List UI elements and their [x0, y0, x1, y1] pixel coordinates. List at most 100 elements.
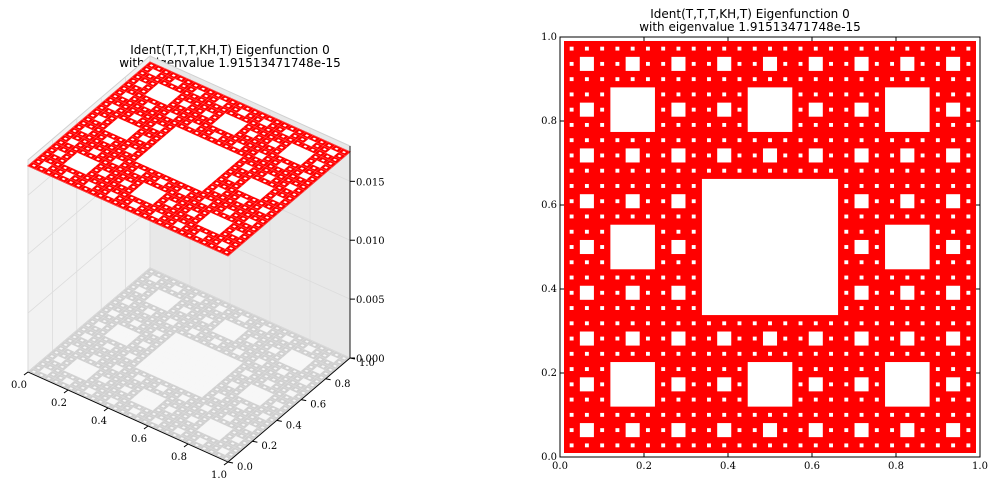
surface-carpet-hole [149, 170, 154, 173]
carpet-hole [859, 443, 864, 448]
surface-carpet-hole [120, 98, 125, 101]
shadow-carpet-mesh [149, 267, 351, 359]
carpet-hole [645, 275, 650, 280]
carpet-hole [854, 331, 869, 346]
surface-carpet-hole [315, 144, 320, 148]
carpet-hole [691, 397, 696, 402]
shadow-carpet-mesh [46, 356, 247, 447]
carpet-hole [905, 443, 910, 448]
shadow-carpet-hole [324, 372, 328, 375]
carpet-hole [752, 443, 757, 448]
carpet-hole [905, 321, 910, 326]
carpet-hole [859, 321, 864, 326]
surface-carpet-hole [269, 135, 274, 139]
surface-carpet-hole [55, 163, 60, 166]
surface-carpet-hole [319, 141, 324, 144]
surface-carpet-hole [178, 212, 183, 216]
shadow-carpet-hole [109, 352, 114, 355]
surface-carpet-hole [78, 173, 82, 176]
carpet-hole [854, 102, 869, 117]
carpet-hole [752, 77, 757, 82]
surface-carpet-mesh [59, 138, 260, 230]
carpet-hole [569, 122, 574, 127]
carpet-hole [874, 321, 879, 326]
shadow-carpet-hole [264, 375, 269, 378]
carpet-hole [946, 331, 961, 346]
carpet-hole [920, 351, 925, 356]
shadow-carpet-mesh [94, 297, 217, 403]
shadow-carpet-hole [236, 321, 241, 324]
surface-carpet-hole [255, 147, 260, 150]
shadow-carpet-hole [185, 404, 189, 407]
shadow-carpet-hole [192, 295, 205, 303]
shadow-carpet-hole [242, 335, 247, 339]
carpet-hole [844, 428, 849, 433]
surface-carpet-mesh [131, 77, 332, 168]
carpet-hole [813, 122, 818, 127]
carpet-hole [783, 138, 788, 143]
carpet-hole [951, 92, 956, 97]
shadow-carpet-hole [234, 420, 238, 423]
surface-carpet-hole [265, 216, 270, 219]
carpet-hole [569, 214, 574, 219]
carpet-hole [691, 443, 696, 448]
carpet-hole [905, 412, 910, 417]
carpet-hole [890, 290, 895, 295]
carpet-hole [610, 362, 655, 407]
shadow-carpet-hole [283, 377, 288, 381]
shadow-carpet-hole [78, 379, 82, 382]
carpet-hole [859, 306, 864, 310]
shadow-carpet-hole [45, 359, 50, 362]
carpet-hole [859, 184, 864, 188]
shadow-carpet-hole [145, 380, 150, 383]
shadow-carpet-hole [208, 326, 213, 329]
surface-carpet-hole [128, 207, 133, 211]
shadow-carpet-hole [287, 403, 292, 406]
surface-carpet-hole [128, 178, 133, 181]
surface-carpet-hole [283, 171, 288, 175]
surface-carpet-hole [135, 105, 140, 108]
shadow-carpet-hole [244, 424, 257, 432]
shadow-carpet-hole [206, 395, 210, 399]
shadow-carpet-hole [242, 441, 247, 445]
surface-carpet-hole [125, 200, 130, 203]
carpet-hole [630, 77, 635, 82]
shadow-carpet-hole [230, 307, 235, 310]
shadow-carpet-hole [278, 411, 283, 414]
y-tick-label: 0.0 [237, 462, 253, 473]
surface-carpet-mesh [87, 88, 210, 193]
carpet-hole [707, 382, 711, 387]
shadow-carpet-hole [192, 301, 197, 304]
carpet-hole [798, 428, 803, 433]
surface-carpet-hole [80, 126, 93, 134]
shadow-carpet-hole [172, 327, 177, 331]
shadow-carpet-mesh [161, 327, 284, 433]
carpet-hole [645, 46, 650, 51]
surface-carpet-hole [133, 168, 146, 176]
surface-carpet-hole [242, 235, 247, 239]
shadow-carpet-hole [82, 346, 87, 349]
surface-carpet-hole [114, 113, 119, 116]
carpet-hole [829, 61, 833, 66]
carpet-hole [920, 306, 925, 310]
shadow-carpet-mesh [113, 298, 314, 389]
shadow-carpet-hole [80, 339, 84, 342]
carpet-hole [905, 351, 910, 356]
shadow-carpet-hole [101, 331, 105, 334]
surface-carpet-mesh [131, 108, 254, 213]
surface-carpet-mesh [146, 115, 269, 220]
shadow-carpet-hole [147, 416, 152, 420]
surface-carpet-hole [255, 176, 260, 179]
surface-carpet-hole [247, 173, 252, 176]
surface-carpet-hole [62, 171, 75, 179]
carpet-hole [935, 367, 940, 372]
surface-carpet-hole [192, 230, 196, 233]
shadow-carpet-hole [138, 341, 151, 349]
shadow-carpet-hole [135, 282, 140, 285]
shadow-carpet-mesh [190, 341, 314, 446]
surface-carpet-mesh [190, 135, 314, 240]
surface-carpet-hole [243, 177, 248, 180]
carpet-hole [946, 148, 961, 163]
carpet-hole [691, 351, 696, 356]
carpet-hole [783, 428, 788, 433]
